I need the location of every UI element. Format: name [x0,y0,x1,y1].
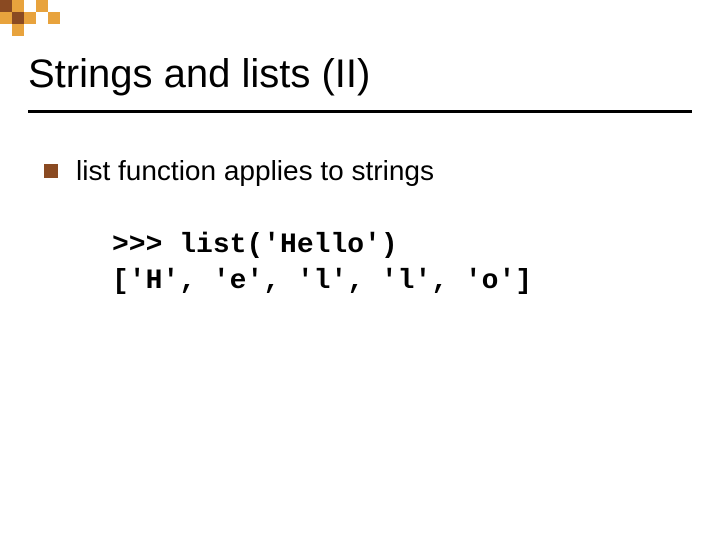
code-line-1: >>> list('Hello') [112,230,398,261]
bullet-text: list function applies to strings [76,155,434,187]
bullet-item: list function applies to strings [44,155,434,187]
corner-decoration [0,0,90,36]
title-underline [28,110,692,113]
bullet-marker-icon [44,164,58,178]
code-line-2: ['H', 'e', 'l', 'l', 'o'] [112,266,532,297]
slide-title: Strings and lists (II) [28,52,370,97]
code-block: >>> list('Hello') ['H', 'e', 'l', 'l', '… [112,228,532,301]
